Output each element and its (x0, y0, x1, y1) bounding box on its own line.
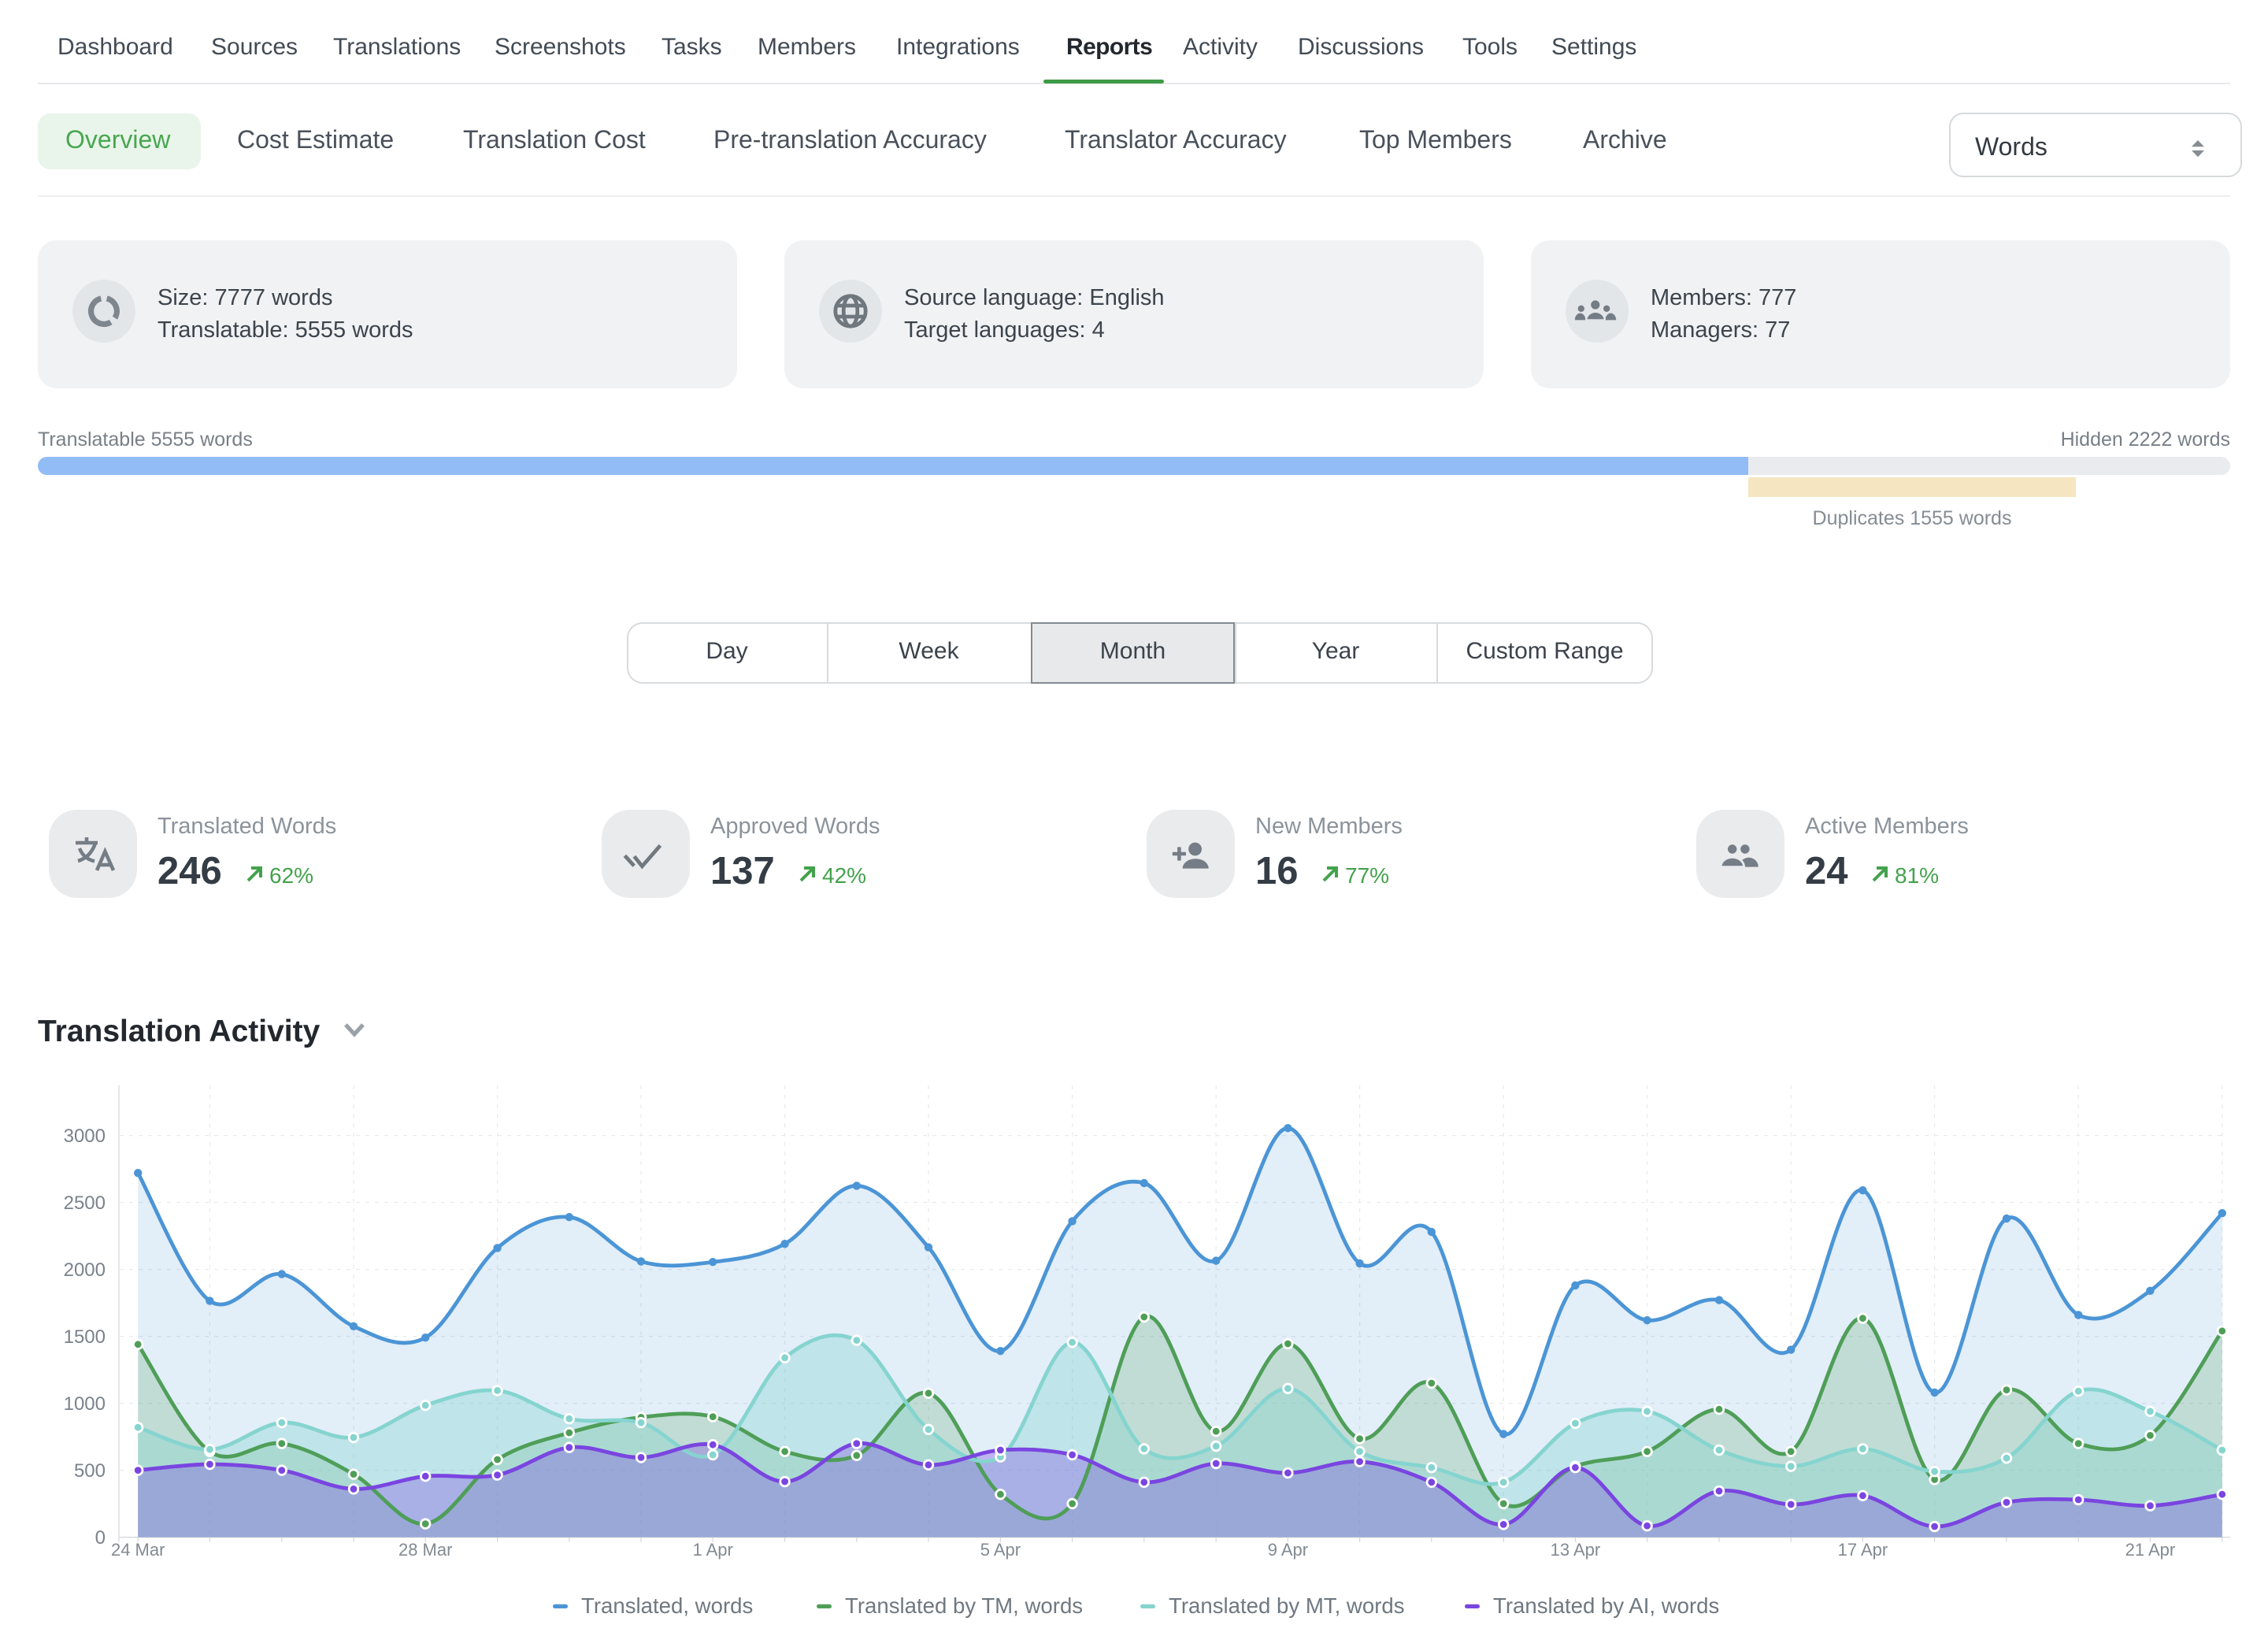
svg-text:500: 500 (74, 1460, 106, 1482)
svg-text:21 Apr: 21 Apr (2125, 1540, 2176, 1560)
svg-text:24 Mar: 24 Mar (111, 1540, 165, 1560)
svg-text:2000: 2000 (64, 1259, 106, 1281)
svg-text:Translated by TM, words: Translated by TM, words (845, 1593, 1083, 1618)
svg-text:5 Apr: 5 Apr (980, 1540, 1021, 1560)
svg-text:3000: 3000 (64, 1126, 106, 1147)
svg-text:Translated by AI, words: Translated by AI, words (1493, 1593, 1719, 1618)
svg-text:13 Apr: 13 Apr (1551, 1540, 1601, 1560)
svg-text:9 Apr: 9 Apr (1268, 1540, 1308, 1560)
svg-text:28 Mar: 28 Mar (398, 1540, 452, 1560)
svg-text:2500: 2500 (64, 1193, 106, 1214)
svg-text:Translated by MT, words: Translated by MT, words (1169, 1593, 1405, 1618)
svg-text:0: 0 (95, 1527, 106, 1549)
svg-text:17 Apr: 17 Apr (1838, 1540, 1888, 1560)
svg-text:1 Apr: 1 Apr (693, 1540, 733, 1560)
svg-text:1500: 1500 (64, 1326, 106, 1348)
svg-text:Translated, words: Translated, words (581, 1593, 753, 1618)
svg-text:1000: 1000 (64, 1393, 106, 1415)
